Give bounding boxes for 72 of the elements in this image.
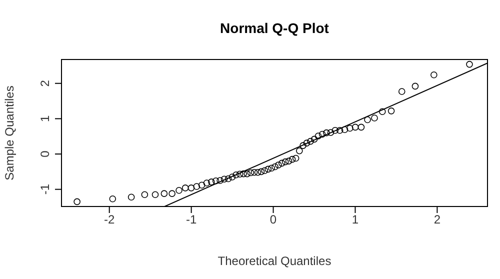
point	[327, 129, 334, 136]
point	[285, 158, 292, 164]
point	[292, 154, 300, 162]
point	[358, 124, 365, 131]
point	[182, 184, 189, 192]
x-tick-label: -2	[104, 212, 116, 227]
point	[203, 180, 210, 186]
point	[244, 170, 251, 178]
point	[228, 174, 236, 180]
point	[236, 170, 244, 178]
point	[224, 175, 232, 182]
point	[341, 126, 348, 134]
point	[168, 190, 176, 197]
point	[307, 138, 314, 145]
point	[430, 71, 438, 78]
point	[303, 140, 310, 146]
point	[398, 88, 406, 95]
x-tick-label: -1	[186, 212, 197, 227]
y-tick-label: 0	[38, 150, 52, 158]
point	[275, 162, 282, 168]
point	[278, 160, 286, 167]
point	[152, 191, 159, 198]
y-tick-label: 1	[38, 115, 52, 122]
point	[310, 136, 318, 143]
point	[388, 108, 395, 114]
point	[282, 158, 289, 166]
point	[336, 126, 344, 134]
point	[268, 164, 275, 172]
point	[208, 178, 215, 186]
y-axis-title: Sample Quantiles	[2, 86, 16, 180]
point	[254, 168, 262, 176]
point	[109, 195, 116, 202]
x-axis-title: Theoretical Quantiles	[216, 254, 332, 268]
y-tick-label: 2	[38, 80, 52, 87]
point	[378, 108, 386, 116]
point	[240, 170, 247, 178]
point	[318, 130, 326, 138]
point	[314, 132, 322, 140]
point	[247, 169, 254, 176]
point	[264, 166, 272, 173]
point	[193, 183, 200, 190]
chart-title: Normal Q-Q Plot	[219, 20, 330, 36]
x-tick-label: 2	[434, 212, 441, 227]
point	[220, 176, 228, 182]
point	[371, 114, 378, 122]
point	[346, 124, 354, 132]
point	[300, 142, 306, 149]
point	[216, 177, 224, 184]
point	[232, 171, 240, 178]
y-tick-label: -1	[38, 184, 52, 195]
point	[412, 82, 419, 90]
point	[466, 60, 473, 68]
x-tick-label: 1	[352, 212, 359, 227]
point	[296, 147, 303, 154]
x-tick-label: 0	[270, 212, 277, 227]
point	[364, 116, 371, 124]
point	[288, 156, 296, 163]
point	[176, 187, 182, 194]
point	[212, 177, 220, 184]
point	[323, 129, 330, 136]
point	[258, 168, 265, 176]
point	[272, 163, 278, 170]
point	[332, 126, 339, 134]
point	[74, 198, 80, 206]
point	[160, 190, 168, 197]
point	[261, 167, 268, 174]
point	[128, 194, 135, 201]
point	[141, 191, 148, 198]
point	[188, 184, 195, 192]
point	[352, 124, 359, 131]
point	[250, 168, 258, 176]
point	[198, 182, 206, 188]
